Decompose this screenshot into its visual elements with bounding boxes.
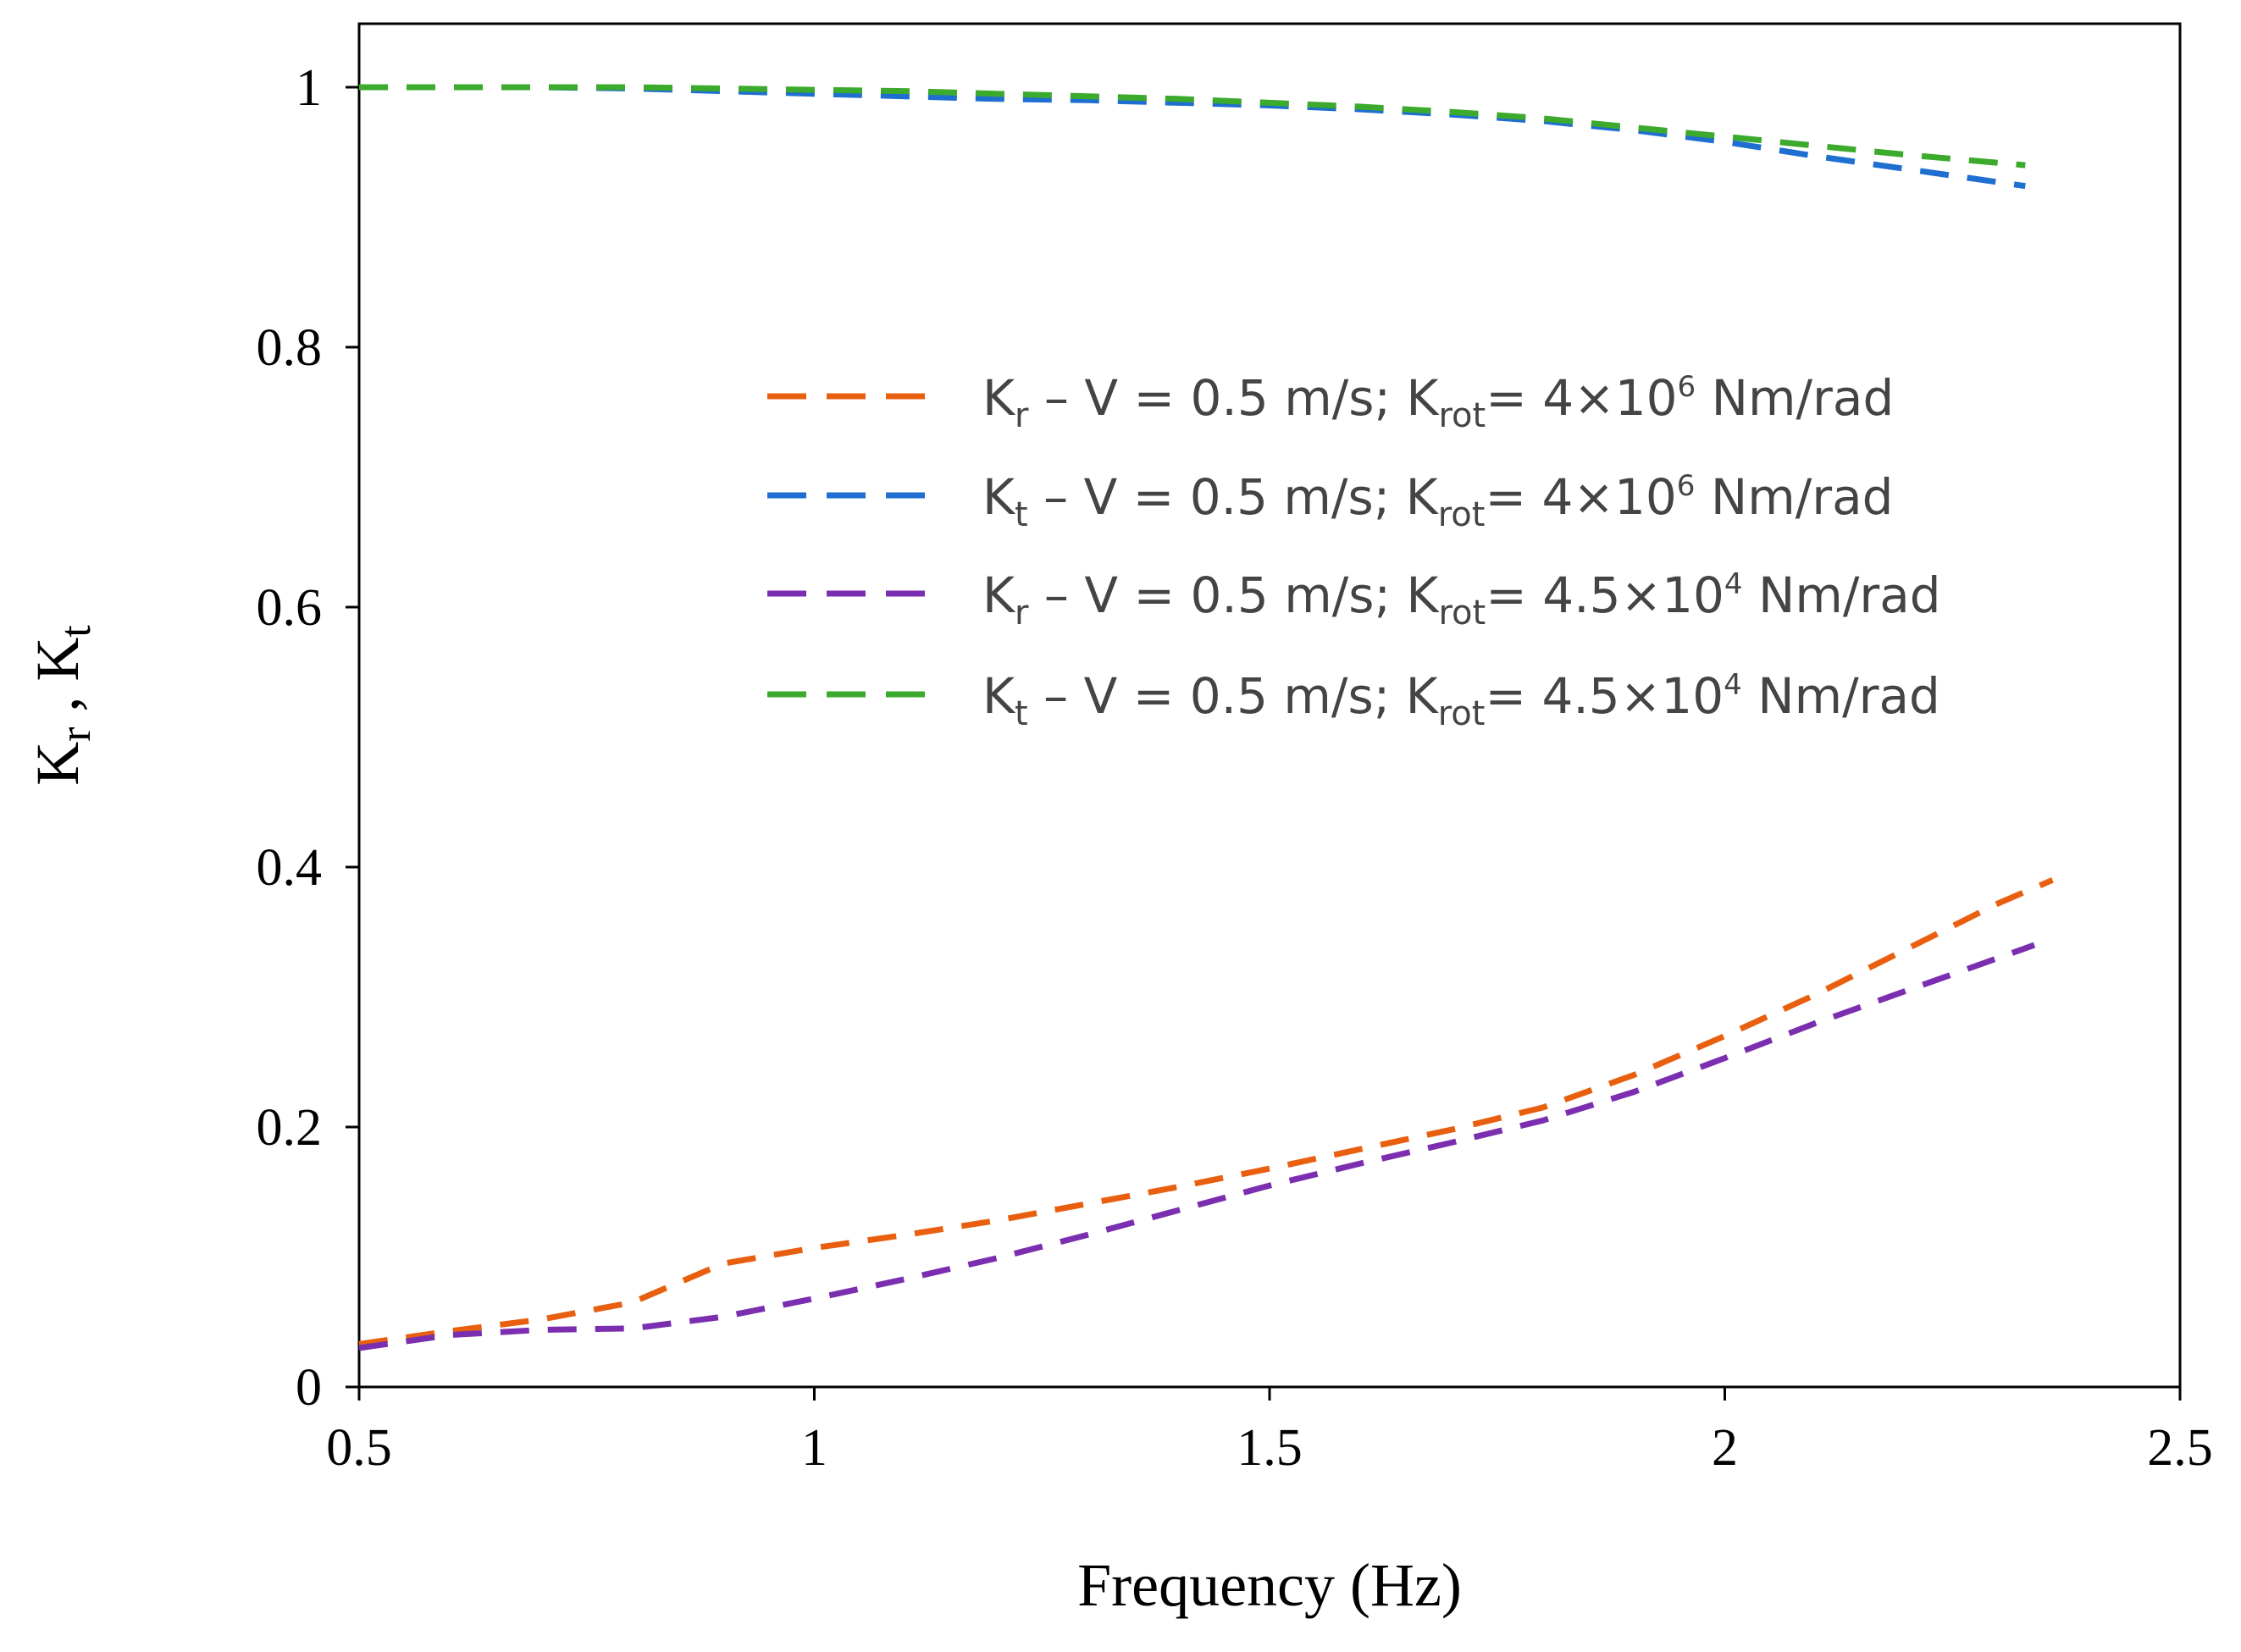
series-layer — [358, 84, 2054, 1351]
legend-text-part: K — [982, 468, 1016, 526]
legend-label-3: Kr – V = 0.5 m/s; Krot= 4.5×104 Nm/rad — [982, 566, 1941, 633]
y-axis-title-sub-t: t — [52, 625, 100, 638]
legend-text-part: = 4.5×10 — [1486, 566, 1724, 624]
legend-text-part: = 4.5×10 — [1485, 667, 1724, 725]
legend-text-part: – V = 0.5 m/s; K — [1029, 369, 1441, 427]
x-tick-label: 1 — [801, 1419, 827, 1477]
y-tick-label: 0.6 — [257, 579, 323, 637]
legend-text-part: – V = 0.5 m/s; K — [1028, 468, 1440, 526]
x-tick-label: 0.5 — [326, 1419, 392, 1477]
y-axis-title-k1: K — [24, 742, 91, 786]
legend-text-part: Nm/rad — [1696, 369, 1894, 427]
legend-text-part: 6 — [1678, 370, 1696, 404]
legend-text-part: Nm/rad — [1743, 566, 1941, 624]
x-tick-label: 2.5 — [2147, 1419, 2213, 1477]
legend-text-part: = 4×10 — [1486, 369, 1677, 427]
legend-text-part: K — [982, 369, 1016, 427]
legend-text-part: Nm/rad — [1695, 468, 1893, 526]
legend-text-part: Nm/rad — [1742, 667, 1940, 725]
series-line-1 — [358, 877, 2054, 1347]
legend-text-part: t — [1015, 694, 1028, 733]
x-tick-label: 2 — [1712, 1419, 1738, 1477]
y-axis-title-k2: K — [24, 638, 91, 682]
ticks-layer: 0.5 1 1.5 2 2.5 0 0.2 0.4 0.6 0.8 1 — [257, 59, 2213, 1477]
y-tick-label: 0.8 — [257, 319, 323, 377]
x-axis-title: Frequency (Hz) — [1077, 1551, 1462, 1619]
x-tick-label: 1.5 — [1237, 1419, 1303, 1477]
legend-text-part: = 4×10 — [1485, 468, 1676, 526]
legend-label-2: Kt – V = 0.5 m/s; Krot= 4×106 Nm/rad — [982, 468, 1894, 534]
legend-text-part: rot — [1438, 694, 1486, 733]
y-tick-label: 0.2 — [257, 1099, 323, 1157]
legend-text-part: 4 — [1724, 567, 1743, 601]
legend-text-part: r — [1015, 594, 1029, 633]
legend-text-part: rot — [1438, 396, 1486, 435]
legend-text-part: – V = 0.5 m/s; K — [1028, 667, 1440, 725]
legend-label-4: Kt – V = 0.5 m/s; Krot= 4.5×104 Nm/rad — [982, 667, 1940, 733]
series-line-2 — [359, 84, 2026, 190]
legend-text-part: 4 — [1724, 668, 1742, 702]
legend-text-part: t — [1015, 495, 1028, 534]
y-tick-label: 0 — [296, 1359, 322, 1417]
legend-text-part: – V = 0.5 m/s; K — [1029, 566, 1441, 624]
legend-text-part: r — [1015, 396, 1029, 435]
legend-text-part: K — [982, 667, 1016, 725]
legend-label-1: Kr – V = 0.5 m/s; Krot= 4×106 Nm/rad — [982, 369, 1894, 435]
legend-text-part: rot — [1438, 495, 1486, 534]
legend-text-part: 6 — [1677, 469, 1696, 503]
series-line-3 — [358, 942, 2036, 1351]
y-axis-title: Kr , Kt — [24, 625, 100, 786]
y-tick-label: 1 — [296, 59, 322, 117]
series-line-4 — [359, 84, 2026, 169]
y-tick-label: 0.4 — [257, 839, 323, 897]
legend-text-part: K — [982, 566, 1016, 624]
y-axis-title-sub-r: r — [52, 727, 100, 742]
legend-text-part: rot — [1438, 594, 1486, 633]
y-axis-title-sep: , — [24, 682, 91, 727]
